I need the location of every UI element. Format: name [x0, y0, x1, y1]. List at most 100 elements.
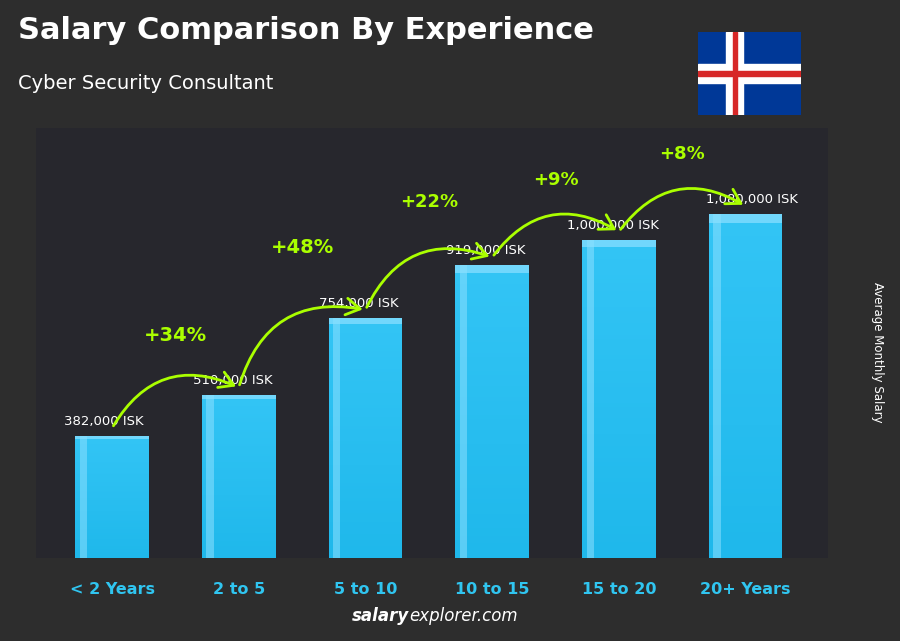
Text: 754,000 ISK: 754,000 ISK: [320, 297, 399, 310]
Bar: [202, 442, 275, 444]
Bar: [202, 501, 275, 503]
Bar: [76, 459, 148, 460]
Bar: [202, 406, 275, 408]
Bar: [202, 454, 275, 456]
Bar: [709, 502, 782, 506]
Bar: [76, 545, 148, 547]
Bar: [76, 436, 148, 438]
Bar: [76, 554, 148, 556]
Bar: [76, 436, 148, 439]
Bar: [455, 488, 529, 492]
Text: 5 to 10: 5 to 10: [334, 581, 397, 597]
Bar: [202, 493, 275, 495]
Bar: [582, 383, 656, 387]
Bar: [582, 363, 656, 367]
Bar: [76, 460, 148, 462]
Bar: [76, 515, 148, 517]
Bar: [455, 371, 529, 375]
Bar: [76, 444, 148, 445]
Bar: [328, 395, 402, 399]
Bar: [202, 511, 275, 513]
Bar: [202, 523, 275, 525]
Bar: [582, 554, 656, 558]
Bar: [582, 327, 656, 331]
Bar: [455, 470, 529, 474]
Bar: [328, 438, 402, 441]
Bar: [328, 387, 402, 390]
Bar: [733, 32, 737, 115]
Bar: [202, 491, 275, 493]
Bar: [76, 495, 148, 497]
Bar: [455, 441, 529, 444]
Bar: [582, 276, 656, 279]
Text: +34%: +34%: [144, 326, 207, 344]
Bar: [76, 453, 148, 454]
Bar: [328, 435, 402, 438]
Bar: [582, 271, 656, 276]
Bar: [206, 395, 214, 558]
Bar: [455, 338, 529, 342]
Bar: [76, 487, 148, 488]
Bar: [709, 536, 782, 540]
Bar: [76, 483, 148, 485]
Bar: [709, 467, 782, 472]
Bar: [455, 539, 529, 543]
Bar: [328, 330, 402, 333]
Bar: [582, 478, 656, 482]
Bar: [709, 494, 782, 497]
Bar: [202, 525, 275, 528]
Bar: [455, 492, 529, 495]
Bar: [709, 265, 782, 270]
Bar: [582, 283, 656, 287]
Bar: [202, 537, 275, 540]
Bar: [709, 506, 782, 510]
Bar: [455, 528, 529, 532]
Bar: [709, 214, 782, 219]
Bar: [328, 384, 402, 387]
Bar: [76, 489, 148, 491]
Bar: [76, 442, 148, 444]
Bar: [202, 444, 275, 446]
Bar: [76, 529, 148, 530]
Bar: [202, 542, 275, 544]
Bar: [328, 402, 402, 404]
Bar: [582, 450, 656, 454]
Bar: [709, 386, 782, 390]
Bar: [76, 556, 148, 558]
Bar: [76, 517, 148, 518]
Bar: [328, 462, 402, 465]
Bar: [582, 331, 656, 335]
Bar: [202, 420, 275, 422]
Bar: [202, 517, 275, 519]
Bar: [76, 550, 148, 552]
Bar: [202, 481, 275, 483]
Bar: [328, 320, 402, 324]
Bar: [709, 408, 782, 412]
Bar: [202, 412, 275, 413]
Bar: [709, 489, 782, 494]
Bar: [455, 419, 529, 422]
Bar: [328, 495, 402, 497]
Bar: [455, 422, 529, 426]
Bar: [709, 390, 782, 394]
Bar: [76, 500, 148, 501]
Bar: [455, 485, 529, 488]
Bar: [709, 322, 782, 326]
Bar: [709, 364, 782, 369]
Bar: [76, 508, 148, 509]
Bar: [76, 470, 148, 471]
Bar: [709, 433, 782, 437]
Bar: [709, 356, 782, 360]
Bar: [328, 483, 402, 486]
Bar: [582, 494, 656, 498]
Bar: [76, 522, 148, 524]
Text: 510,000 ISK: 510,000 ISK: [193, 374, 272, 387]
Bar: [202, 422, 275, 424]
Bar: [582, 454, 656, 458]
Bar: [328, 528, 402, 531]
Bar: [709, 330, 782, 335]
Bar: [455, 547, 529, 551]
Bar: [76, 535, 148, 537]
Bar: [455, 404, 529, 408]
Bar: [328, 456, 402, 459]
